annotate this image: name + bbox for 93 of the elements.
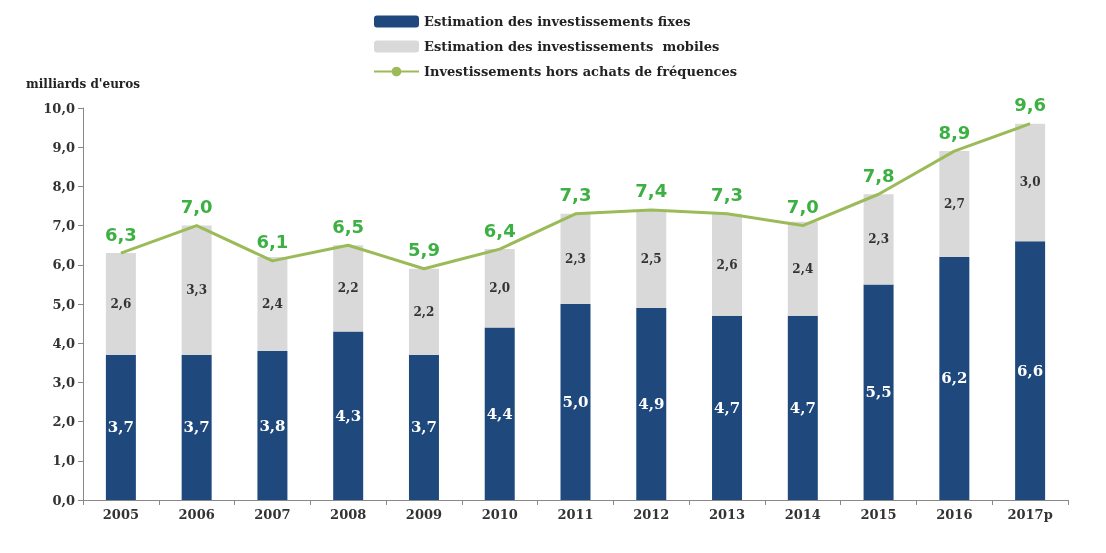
data-label: 7,3: [559, 184, 592, 206]
bar: [333, 245, 364, 332]
x-tick-label: 2016: [936, 507, 973, 522]
data-label: 2,3: [565, 251, 586, 266]
x-tick-label: 2017p: [1007, 507, 1053, 522]
bar: [484, 327, 515, 500]
bar: [560, 213, 591, 304]
bar: [105, 354, 136, 500]
y-tick-label: 4,0: [52, 335, 75, 351]
x-tick-label: 2010: [481, 507, 518, 522]
bar: [257, 256, 288, 352]
bar: [863, 284, 894, 500]
data-label: 9,6: [1014, 94, 1047, 116]
bar: [1015, 123, 1046, 242]
bar: [257, 351, 288, 500]
data-label: 2,5: [640, 251, 662, 266]
data-label: 7,8: [862, 164, 895, 186]
data-label: 2,2: [337, 281, 359, 296]
y-tick-label: 9,0: [52, 139, 75, 155]
bar: [939, 151, 970, 257]
legend-label: Investissements hors achats de fréquences: [424, 64, 738, 79]
bar: [636, 209, 667, 308]
data-label: 6,1: [256, 231, 289, 253]
data-label: 6,5: [332, 215, 365, 237]
bar: [939, 256, 970, 500]
data-label: 2,6: [716, 257, 738, 272]
data-label: 3,8: [259, 416, 286, 435]
y-tick-label: 3,0: [52, 374, 75, 390]
x-tick-label: 2013: [708, 507, 746, 522]
legend-label: Estimation des investissements mobiles: [424, 39, 720, 54]
x-tick-label: 2007: [254, 507, 291, 522]
y-tick-label: 8,0: [52, 178, 75, 194]
data-label: 5,9: [408, 239, 440, 261]
data-label: 7,4: [635, 180, 668, 202]
y-axis-title: milliards d'euros: [26, 77, 141, 91]
bar: [1015, 241, 1046, 500]
data-label: 4,7: [713, 398, 741, 417]
data-label: 3,7: [183, 418, 210, 437]
y-tick-label: 1,0: [52, 453, 75, 469]
data-label: 6,4: [483, 219, 516, 241]
data-label: 4,7: [789, 398, 816, 417]
data-label: 5,5: [865, 383, 892, 402]
data-label: 4,9: [638, 394, 665, 413]
bar: [408, 268, 439, 355]
bar: [636, 307, 667, 500]
bar: [408, 354, 439, 500]
data-label: 2,6: [110, 297, 132, 311]
data-label: 2,7: [943, 197, 965, 212]
data-label: 5,0: [562, 393, 589, 411]
data-label: 3,7: [410, 418, 438, 437]
data-label: 6,2: [941, 369, 968, 388]
bar: [181, 354, 212, 500]
x-tick-label: 2008: [330, 507, 367, 522]
data-label: 7,0: [786, 196, 819, 218]
x-tick-label: 2009: [405, 507, 443, 522]
data-label: 2,3: [868, 232, 890, 247]
y-tick-label: 10,0: [43, 100, 75, 116]
data-label: 7,0: [180, 196, 213, 218]
data-label: 2,4: [261, 297, 283, 311]
y-tick-label: 6,0: [52, 257, 75, 273]
data-label: 4,3: [335, 406, 362, 425]
data-label: 6,3: [104, 223, 137, 245]
y-tick-label: 2,0: [52, 414, 75, 430]
bar: [105, 253, 136, 355]
legend-label: Estimation des investissements fixes: [424, 14, 691, 29]
x-tick-label: 2014: [784, 507, 821, 522]
data-label: 2,4: [792, 261, 814, 276]
y-tick-label: 0,0: [52, 492, 75, 508]
bar: [712, 213, 743, 316]
data-label: 3,7: [107, 418, 134, 437]
data-label: 3,0: [1019, 175, 1041, 190]
data-label: 7,3: [711, 184, 743, 206]
x-tick-label: 2005: [102, 507, 139, 522]
data-label: 8,9: [938, 121, 971, 143]
bar: [863, 194, 894, 285]
y-tick-label: 7,0: [52, 218, 75, 234]
data-label: 2,2: [413, 304, 435, 319]
bar: [787, 315, 818, 500]
bar: [787, 221, 818, 316]
bar: [333, 331, 364, 500]
bar: [560, 304, 591, 500]
x-tick-label: 2012: [633, 507, 670, 522]
data-label: 3,3: [186, 283, 208, 298]
data-label: 6,6: [1017, 361, 1044, 380]
data-label: 4,4: [486, 404, 513, 423]
y-tick-label: 5,0: [52, 296, 75, 312]
data-label: 2,0: [489, 281, 511, 296]
bar: [181, 225, 212, 355]
x-tick-label: 2015: [860, 507, 897, 522]
x-tick-label: 2011: [557, 507, 594, 522]
bar: [712, 315, 743, 500]
x-tick-label: 2006: [178, 507, 215, 522]
bar: [484, 249, 515, 328]
